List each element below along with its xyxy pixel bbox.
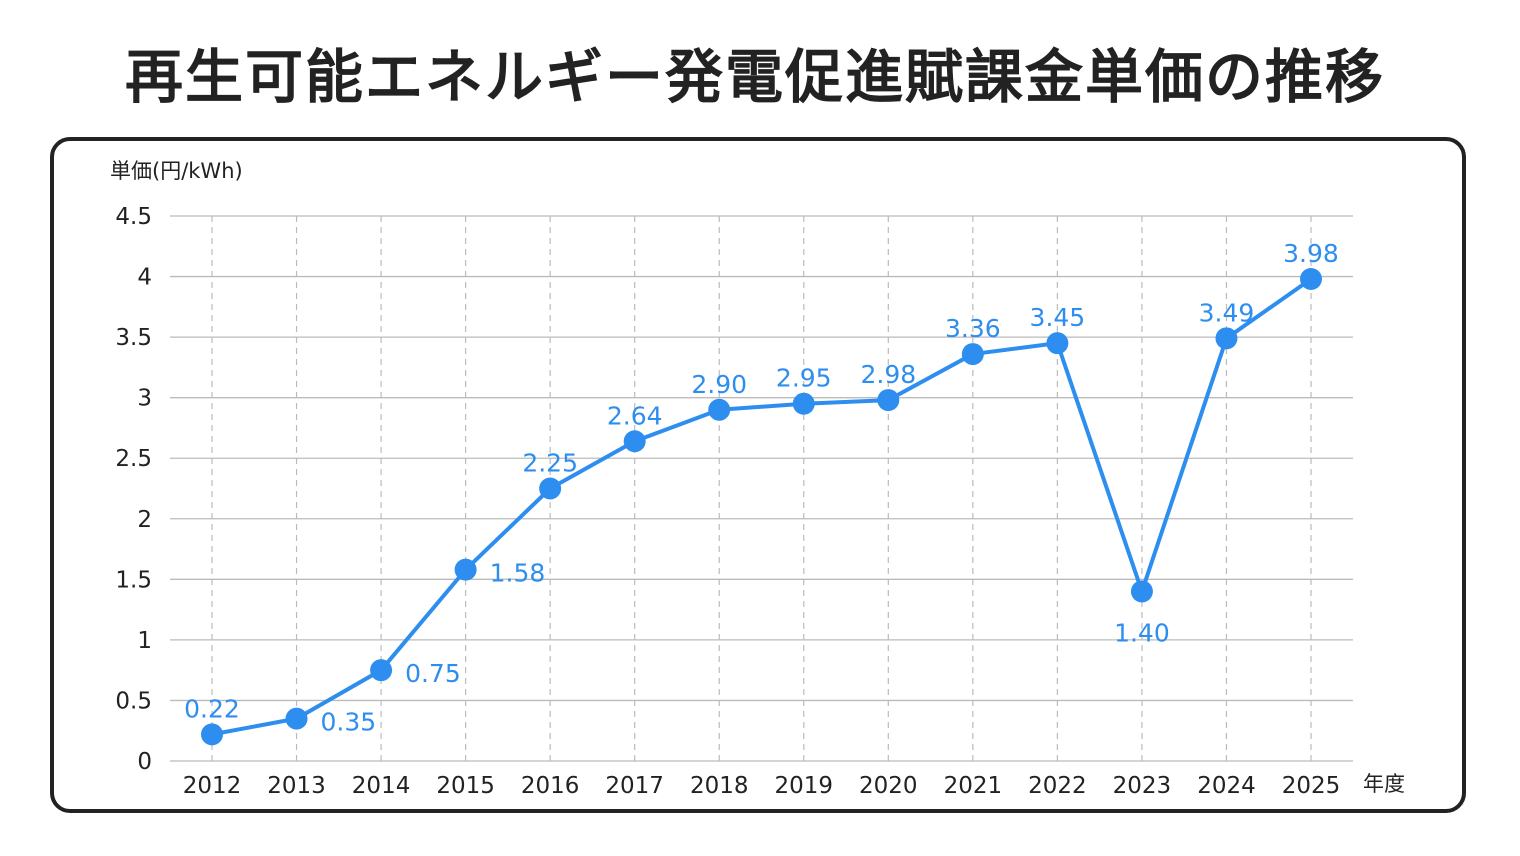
data-point	[1215, 327, 1238, 350]
data-label: 3.45	[1030, 303, 1086, 332]
x-tick-label: 2021	[944, 773, 1003, 799]
data-point	[454, 558, 477, 581]
data-label: 0.22	[184, 694, 240, 723]
data-label: 1.58	[490, 559, 546, 588]
data-label: 3.98	[1283, 239, 1339, 268]
data-point	[539, 477, 562, 500]
y-tick-label: 3.5	[115, 325, 152, 351]
chart-title: 再生可能エネルギー発電促進賦課金単価の推移	[124, 43, 1385, 111]
data-point	[708, 398, 731, 421]
x-tick-label: 2022	[1028, 773, 1087, 799]
data-label: 2.98	[860, 360, 916, 389]
y-axis-title: 単価(円/kWh)	[110, 159, 243, 183]
data-point	[623, 430, 646, 453]
y-tick-label: 2	[137, 507, 152, 533]
data-point	[201, 723, 223, 746]
x-axis-title: 年度	[1363, 772, 1405, 796]
data-point	[877, 389, 900, 412]
x-tick-label: 2017	[605, 773, 664, 799]
y-tick-label: 3	[137, 386, 152, 412]
data-label: 2.64	[607, 401, 663, 430]
x-tick-label: 2016	[521, 773, 580, 799]
x-tick-label: 2023	[1113, 773, 1172, 799]
y-tick-label: 1	[137, 628, 152, 654]
data-label: 0.35	[321, 708, 377, 737]
x-tick-label: 2012	[183, 773, 242, 799]
data-label: 3.49	[1199, 298, 1255, 327]
series-line	[211, 277, 1313, 737]
data-point	[961, 343, 984, 366]
data-point	[1046, 332, 1069, 355]
data-label: 0.75	[405, 659, 461, 688]
data-label: 2.25	[522, 449, 578, 478]
data-point	[792, 392, 815, 415]
data-point	[1130, 580, 1153, 603]
data-label: 3.36	[945, 314, 1001, 343]
data-label: 1.40	[1114, 618, 1170, 647]
y-tick-label: 0.5	[115, 688, 152, 714]
data-point	[370, 659, 393, 682]
x-tick-label: 2025	[1282, 773, 1341, 799]
chart-frame	[50, 137, 1466, 813]
x-tick-label: 2020	[859, 773, 918, 799]
x-tick-label: 2013	[267, 773, 326, 799]
data-point	[285, 707, 308, 730]
x-tick-label: 2015	[436, 773, 495, 799]
y-tick-label: 1.5	[115, 567, 152, 593]
y-tick-label: 2.5	[115, 446, 152, 472]
x-tick-label: 2019	[774, 773, 833, 799]
x-tick-label: 2014	[352, 773, 411, 799]
y-tick-label: 4	[137, 265, 152, 291]
x-tick-label: 2018	[690, 773, 749, 799]
data-label: 2.90	[691, 370, 747, 399]
y-tick-label: 4.5	[115, 204, 152, 230]
data-label: 2.95	[776, 364, 832, 393]
y-tick-label: 0	[137, 749, 152, 775]
x-tick-label: 2024	[1197, 773, 1256, 799]
data-point	[1300, 267, 1322, 290]
